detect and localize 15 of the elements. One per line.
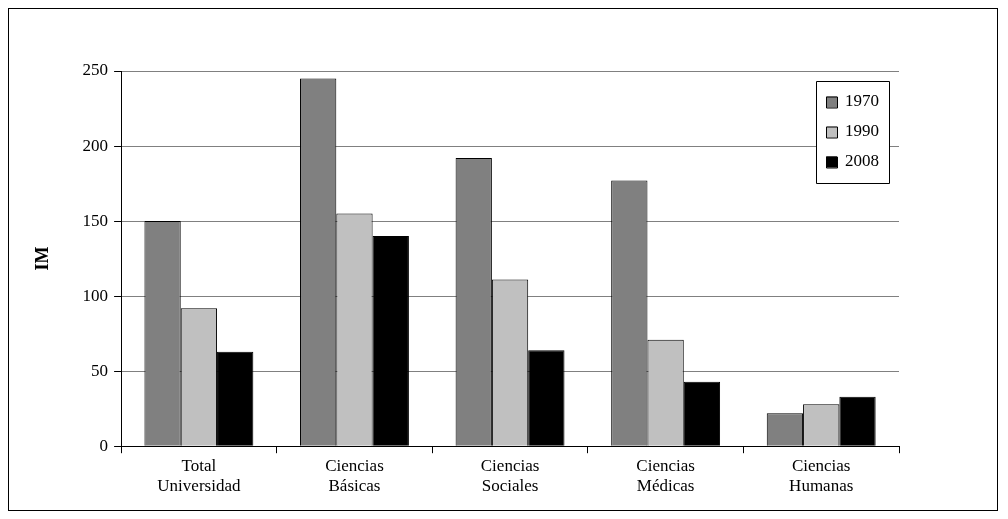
- x-tick-label: Ciencias Médicas: [636, 455, 695, 496]
- legend-label: 2008: [845, 151, 879, 171]
- x-tick-label: Total Universidad: [157, 455, 241, 496]
- y-tick-label: 250: [82, 60, 109, 80]
- y-tick-label: 0: [99, 435, 109, 455]
- y-tick-label: 200: [82, 135, 109, 155]
- y-tick-label: 50: [91, 360, 109, 380]
- legend-label: 1990: [845, 121, 879, 141]
- x-tick-label: Ciencias Humanas: [789, 455, 854, 496]
- y-tick-label: 150: [82, 210, 109, 230]
- legend-label: 1970: [845, 91, 879, 111]
- y-axis-title: IM: [32, 246, 53, 271]
- y-tick-label: 100: [82, 285, 109, 305]
- x-tick-label: Ciencias Básicas: [325, 455, 384, 496]
- x-tick-label: Ciencias Sociales: [480, 455, 540, 496]
